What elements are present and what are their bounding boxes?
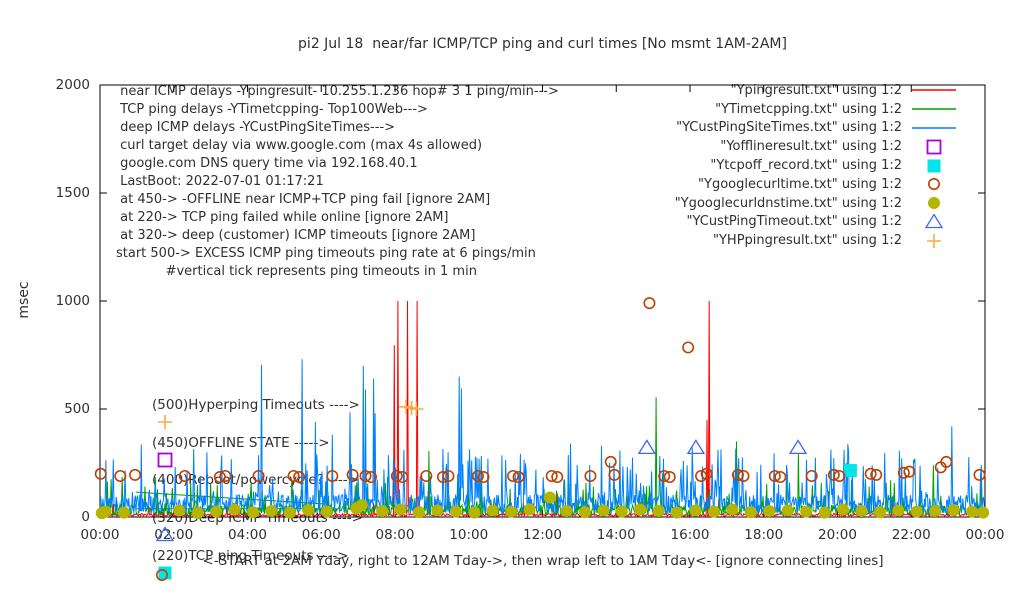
x-tick-label: 16:00 bbox=[670, 527, 710, 543]
x-tick-label: 06:00 bbox=[301, 527, 341, 543]
legend-entry-Ygooglecurltime: "Ygooglecurltime.txt" using 1:2 bbox=[572, 175, 962, 194]
legend-entry-Ypingresult: "Ypingresult.txt" using 1:2 bbox=[572, 81, 962, 100]
callout-spacer bbox=[152, 489, 178, 507]
callout-text: (500)Hyperping Timeouts ----> bbox=[152, 397, 360, 413]
legend-entry-Ytcpoff_record: "Ytcpoff_record.txt" using 1:2 bbox=[572, 156, 962, 175]
series-points-YHPpingresult bbox=[399, 399, 424, 416]
callout-text: (400)Reboot/powercycle? ----> bbox=[152, 472, 359, 489]
annotation-line: TCP ping delays -YTimetcpping- Top100Web… bbox=[116, 102, 428, 117]
legend-open-circle-icon bbox=[927, 178, 940, 191]
x-tick-label: 00:00 bbox=[80, 527, 120, 543]
legend-entry-Ygooglecurldnstime: "Ygooglecurldnstime.txt" using 1:2 bbox=[572, 194, 962, 213]
y-tick-label: 2000 bbox=[55, 77, 90, 93]
y-tick-label: 0 bbox=[81, 509, 90, 525]
annotation-line: start 500-> EXCESS ICMP ping timeouts pi… bbox=[116, 246, 536, 261]
legend-label: "YCustPingSiteTimes.txt" using 1:2 bbox=[676, 120, 902, 136]
callout-row bbox=[152, 526, 363, 545]
annotation-line: #vertical tick represents ping timeouts … bbox=[116, 264, 477, 279]
x-tick-label: 12:00 bbox=[523, 527, 562, 543]
callout-text: (450)OFFLINE STATE -----> bbox=[152, 434, 330, 451]
annotation-line: at 320-> deep (customer) ICMP timeouts [… bbox=[116, 228, 476, 243]
callout-row bbox=[152, 488, 363, 507]
legend-label: "YTimetcpping.txt" using 1:2 bbox=[715, 101, 902, 117]
legend-line-sample-icon bbox=[912, 108, 956, 110]
annotation-line: google.com DNS query time via 192.168.40… bbox=[116, 156, 418, 171]
annotation-line: at 450-> -OFFLINE near ICMP+TCP ping fai… bbox=[116, 192, 491, 207]
annotation-line: deep ICMP delays -YCustPingSiteTimes---> bbox=[116, 120, 396, 135]
x-tick-label: 08:00 bbox=[375, 527, 415, 543]
callout-plus-icon bbox=[158, 415, 172, 430]
x-tick-label: 20:00 bbox=[818, 527, 857, 543]
y-axis-label: msec bbox=[16, 281, 32, 319]
legend-entry-YHPpingresult: "YHPpingresult.txt" using 1:2 bbox=[572, 231, 962, 250]
legend-filled-circle-icon bbox=[928, 197, 940, 210]
legend: "Ypingresult.txt" using 1:2 "YTimetcpping… bbox=[572, 81, 962, 250]
legend-label: "YCustPingTimeout.txt" using 1:2 bbox=[686, 214, 902, 230]
chart-title: pi2 Jul 18 near/far ICMP/TCP ping and cu… bbox=[298, 36, 787, 52]
legend-label: "Ygooglecurldnstime.txt" using 1:2 bbox=[674, 195, 902, 211]
legend-line-sample-icon bbox=[912, 127, 956, 129]
series-points-YCustPingTimeout bbox=[637, 439, 808, 455]
legend-entry-YCustPingTimeout: "YCustPingTimeout.txt" using 1:2 bbox=[572, 213, 962, 232]
legend-open-triangle-icon bbox=[924, 213, 944, 229]
y-tick-label: 500 bbox=[64, 401, 90, 417]
callout-open-square-icon bbox=[157, 452, 173, 468]
callout-row bbox=[152, 564, 363, 583]
legend-label: "Ypingresult.txt" using 1:2 bbox=[730, 82, 902, 98]
y-tick-label: 1000 bbox=[55, 293, 90, 309]
legend-label: "Ytcpoff_record.txt" using 1:2 bbox=[710, 158, 902, 174]
x-tick-label: 02:00 bbox=[154, 527, 194, 543]
callout-text: (320)Deep ICMP Timeouts ----> bbox=[152, 510, 363, 527]
annotation-line: LastBoot: 2022-07-01 01:17:21 bbox=[116, 174, 324, 189]
x-tick-label: 10:00 bbox=[449, 527, 489, 543]
callout-row bbox=[152, 451, 363, 470]
legend-plus-icon bbox=[927, 233, 941, 248]
x-tick-label: 14:00 bbox=[596, 527, 636, 543]
series-points-Ytcpoff_record bbox=[843, 464, 857, 478]
x-axis-caption: <-START at 2AM Yday, right to 12AM Tday-… bbox=[202, 553, 884, 569]
legend-entry-Yofflineresult: "Yofflineresult.txt" using 1:2 bbox=[572, 137, 962, 156]
legend-label: "Yofflineresult.txt" using 1:2 bbox=[720, 139, 902, 155]
x-tick-label: 00:00 bbox=[965, 527, 1005, 543]
x-tick-label: 04:00 bbox=[228, 527, 267, 543]
y-tick-label: 1500 bbox=[55, 185, 90, 201]
legend-open-square-icon bbox=[926, 139, 942, 155]
callout-text: (220)TCP ping Timeouts ----> bbox=[152, 547, 349, 564]
x-tick-label: 18:00 bbox=[744, 527, 784, 543]
callout-tcp-key-icon bbox=[156, 566, 172, 582]
legend-filled-square-icon bbox=[927, 159, 941, 173]
callout-open-triangle-icon bbox=[155, 526, 175, 542]
legend-line-sample-icon bbox=[912, 89, 956, 92]
legend-entry-YTimetcpping: "YTimetcpping.txt" using 1:2 bbox=[572, 100, 962, 119]
legend-label: "Ygooglecurltime.txt" using 1:2 bbox=[698, 176, 902, 192]
callout-row bbox=[152, 413, 363, 432]
annotation-line: at 220-> TCP ping failed while online [i… bbox=[116, 210, 449, 225]
annotation-line: near ICMP delays -Ypingresult- 10.255.1.… bbox=[116, 84, 559, 99]
callout-block: (500)Hyperping Timeouts ----> (450)OFFLIN… bbox=[152, 394, 363, 582]
annotation-block: near ICMP delays -Ypingresult- 10.255.1.… bbox=[116, 83, 559, 281]
legend-label: "YHPpingresult.txt" using 1:2 bbox=[713, 233, 902, 249]
legend-entry-YCustPingSiteTimes: "YCustPingSiteTimes.txt" using 1:2 bbox=[572, 119, 962, 138]
annotation-line: curl target delay via www.google.com (ma… bbox=[116, 138, 483, 153]
x-tick-label: 22:00 bbox=[891, 527, 931, 543]
